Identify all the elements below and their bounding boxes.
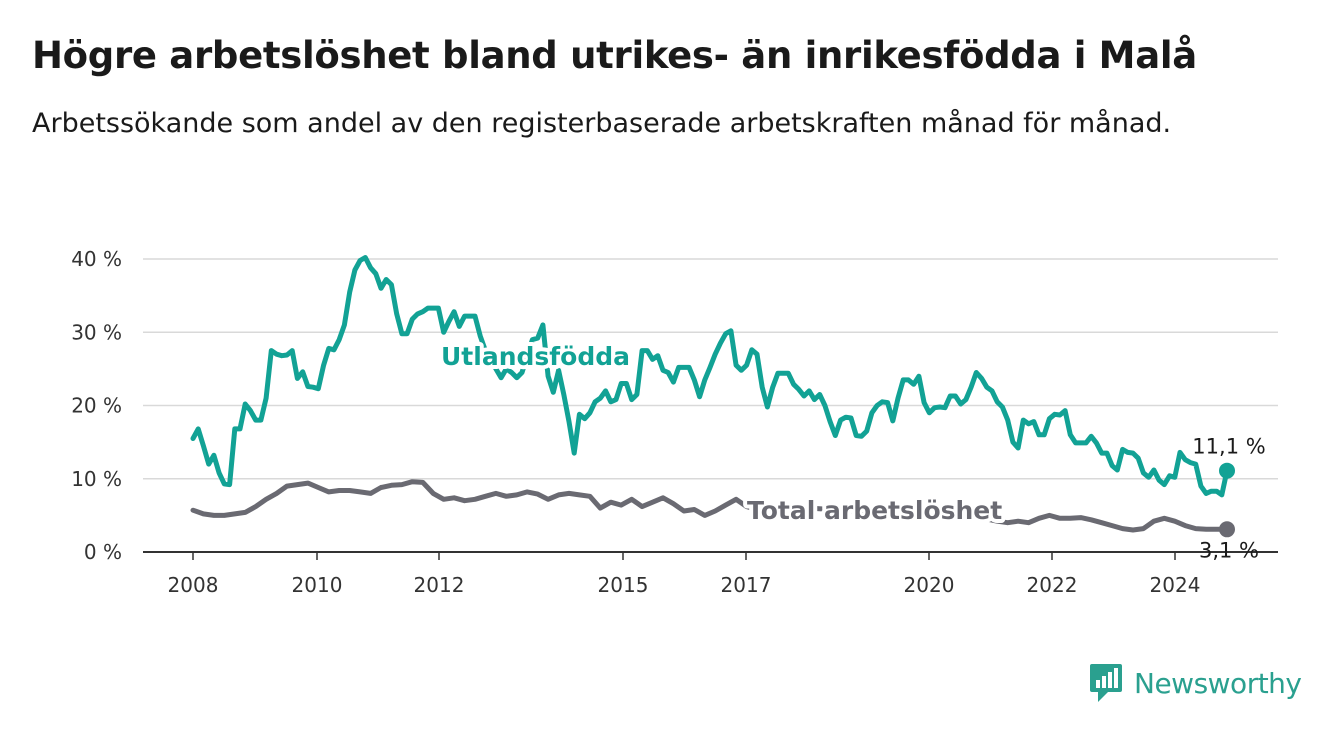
- utlandsfodda-series-label: Utlandsfödda: [441, 342, 630, 371]
- total-arbetsloshet-series-label: Total arbetslöshet: [747, 496, 1002, 525]
- total-arbetsloshet-line: [190, 479, 1230, 533]
- y-tick-label: 0 %: [84, 540, 122, 564]
- y-gridlines: [143, 258, 1278, 480]
- x-tick-label: 2017: [721, 573, 772, 597]
- y-axis-tick-labels: 0 % 10 % 20 % 30 % 40 %: [71, 247, 122, 564]
- x-tick-label: 2010: [292, 573, 343, 597]
- newsworthy-logo: Newsworthy: [1088, 660, 1302, 706]
- x-tick-label: 2015: [598, 573, 649, 597]
- utlandsfodda-line: [190, 255, 1230, 498]
- y-tick-label: 40 %: [71, 247, 122, 271]
- chart-title: Högre arbetslöshet bland utrikes- än inr…: [32, 34, 1197, 77]
- series-lines: [190, 255, 1235, 538]
- chart-subtitle: Arbetssökande som andel av den registerb…: [32, 108, 1172, 139]
- x-tick-label: 2024: [1150, 573, 1201, 597]
- x-axis: 2008 2010 2012 2015 2017 2020 2022 2024: [143, 551, 1278, 597]
- total-arbetsloshet-end-label: 3,1 %: [1199, 538, 1259, 562]
- series-labels: 11,1 % 3,1 % Utlandsfödda Total arbetslöshe…: [437, 338, 1266, 562]
- total-arbetsloshet-end-point: [1219, 521, 1235, 538]
- brand-name: Newsworthy: [1134, 666, 1302, 700]
- x-tick-label: 2012: [414, 573, 465, 597]
- x-tick-label: 2022: [1027, 573, 1078, 597]
- y-tick-label: 10 %: [71, 467, 122, 491]
- x-tick-label: 2020: [904, 573, 955, 597]
- utlandsfodda-end-point: [1219, 462, 1235, 479]
- newsworthy-bar-chart-icon: [1090, 664, 1122, 702]
- y-tick-label: 30 %: [71, 320, 122, 344]
- x-tick-label: 2008: [168, 573, 219, 597]
- utlandsfodda-end-label: 11,1 %: [1192, 435, 1265, 459]
- y-tick-label: 20 %: [71, 394, 122, 418]
